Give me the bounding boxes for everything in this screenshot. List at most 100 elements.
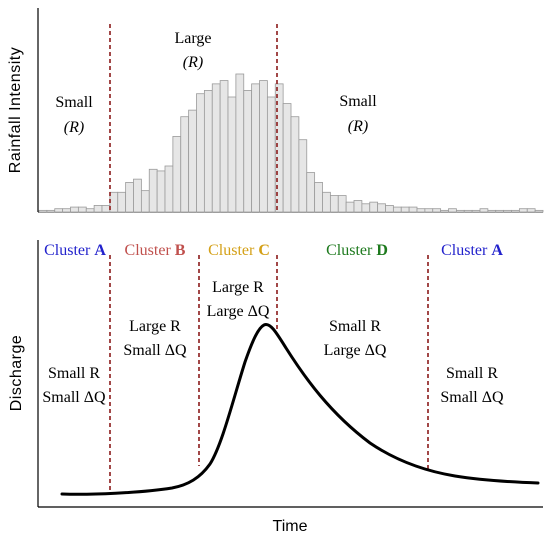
rainfall-bar bbox=[77, 206, 87, 213]
rainfall-bar bbox=[306, 172, 316, 213]
annotation-c-line1: Large R bbox=[212, 279, 264, 296]
region-left-line2: (R) bbox=[64, 119, 84, 136]
rainfall-bar bbox=[156, 170, 166, 213]
rainfall-bar bbox=[219, 80, 229, 213]
rainfall-bar bbox=[133, 178, 142, 213]
rainfall-bar bbox=[203, 90, 213, 213]
cluster-d-prefix: Cluster bbox=[326, 242, 376, 259]
cluster-a-left-letter: A bbox=[94, 242, 106, 259]
rainfall-bar bbox=[188, 109, 197, 213]
rainfall-bar bbox=[526, 208, 536, 213]
annotation-a-right-line2: Small ΔQ bbox=[440, 389, 504, 406]
rainfall-bar bbox=[385, 205, 394, 213]
cluster-c-letter: C bbox=[258, 242, 270, 259]
region-middle-line1: Large bbox=[174, 30, 211, 47]
discharge-curve bbox=[60, 323, 540, 496]
rainfall-bar bbox=[392, 206, 402, 213]
region-left-line1: Small bbox=[55, 94, 93, 111]
region-right-line2: (R) bbox=[348, 118, 368, 135]
rainfall-bar bbox=[125, 182, 134, 213]
rainfall-bar bbox=[235, 73, 245, 213]
rainfall-bar bbox=[46, 209, 56, 213]
rainfall-bar bbox=[93, 205, 103, 213]
rainfall-bar bbox=[290, 116, 300, 213]
cluster-label-a-left: Cluster A bbox=[44, 242, 106, 259]
cluster-label-d: Cluster D bbox=[326, 242, 388, 259]
rainfall-bar bbox=[243, 90, 253, 213]
cluster-label-b: Cluster B bbox=[125, 242, 186, 259]
cluster-a-right-letter: A bbox=[491, 242, 503, 259]
rainfall-bar bbox=[479, 208, 489, 213]
rainfall-bar bbox=[54, 208, 64, 213]
rainfall-bar bbox=[101, 205, 111, 213]
rainfall-bar bbox=[369, 201, 379, 213]
annotation-d-line2: Large ΔQ bbox=[324, 342, 387, 359]
rainfall-bar bbox=[266, 96, 276, 213]
rainfall-bar bbox=[172, 136, 182, 213]
rainfall-bar bbox=[62, 208, 71, 213]
rainfall-bar bbox=[534, 209, 544, 213]
rainfall-bar bbox=[282, 103, 292, 213]
cluster-label-c: Cluster C bbox=[208, 242, 270, 259]
rainfall-bar bbox=[455, 209, 465, 213]
rainfall-bar bbox=[109, 191, 119, 213]
rainfall-bar bbox=[448, 208, 457, 213]
cluster-c-prefix: Cluster bbox=[208, 242, 258, 259]
rainfall-bar bbox=[298, 139, 308, 213]
rainfall-bar bbox=[329, 195, 339, 213]
rainfall-bar bbox=[377, 203, 386, 213]
annotation-c-line2: Large ΔQ bbox=[207, 303, 270, 320]
cluster-a-left-prefix: Cluster bbox=[44, 242, 94, 259]
rainfall-bar bbox=[85, 208, 95, 213]
time-x-label: Time bbox=[273, 518, 308, 535]
rainfall-bar bbox=[148, 168, 158, 213]
annotation-a-left-line1: Small R bbox=[48, 365, 100, 382]
rainfall-bar bbox=[322, 191, 331, 213]
rainfall-bar bbox=[416, 208, 426, 213]
rainfall-bar bbox=[259, 80, 268, 213]
rainfall-bar bbox=[180, 116, 190, 213]
cluster-d-letter: D bbox=[376, 242, 388, 259]
rainfall-bar bbox=[70, 206, 79, 213]
rainfall-bar bbox=[337, 195, 347, 213]
rainfall-panel: Rainfall Intensity Small (R) Large (R) S… bbox=[7, 8, 544, 213]
rainfall-bar bbox=[408, 206, 418, 213]
annotation-a-left-line2: Small ΔQ bbox=[42, 389, 106, 406]
rainfall-bar bbox=[487, 209, 497, 213]
rainfall-bar bbox=[211, 83, 221, 213]
annotation-b-line1: Large R bbox=[129, 318, 181, 335]
rainfall-bar bbox=[424, 208, 434, 213]
annotation-a-right-line1: Small R bbox=[446, 365, 498, 382]
rainfall-bar bbox=[38, 209, 48, 213]
rainfall-bar bbox=[495, 209, 505, 213]
rainfall-bar bbox=[227, 96, 237, 213]
rainfall-bar bbox=[400, 206, 410, 213]
rainfall-bar bbox=[251, 83, 260, 213]
rainfall-bar bbox=[471, 209, 481, 213]
rainfall-bar bbox=[463, 209, 473, 213]
rainfall-bar bbox=[432, 208, 442, 213]
rainfall-bar bbox=[345, 201, 355, 213]
cluster-b-letter: B bbox=[175, 242, 186, 259]
annotation-d-line1: Small R bbox=[329, 318, 381, 335]
rainfall-bars bbox=[38, 73, 544, 213]
region-middle-line2: (R) bbox=[183, 54, 203, 71]
rainfall-bar bbox=[314, 182, 323, 213]
rainfall-bar bbox=[140, 190, 150, 213]
rainfall-bar bbox=[511, 209, 520, 213]
rainfall-bar bbox=[196, 93, 205, 213]
discharge-panel: Discharge Time Cluster A Cluster B Clust… bbox=[8, 240, 543, 535]
rainfall-bar bbox=[164, 165, 174, 213]
cluster-a-right-prefix: Cluster bbox=[441, 242, 491, 259]
rainfall-bar bbox=[117, 191, 127, 213]
rainfall-bar bbox=[353, 200, 363, 213]
cluster-b-prefix: Cluster bbox=[125, 242, 175, 259]
rainfall-bar bbox=[503, 209, 512, 213]
discharge-y-label: Discharge bbox=[8, 335, 25, 412]
region-right-line1: Small bbox=[339, 93, 377, 110]
annotation-b-line2: Small ΔQ bbox=[123, 342, 187, 359]
rainfall-bar bbox=[518, 208, 528, 213]
rainfall-y-label: Rainfall Intensity bbox=[7, 47, 24, 173]
cluster-label-a-right: Cluster A bbox=[441, 242, 503, 259]
